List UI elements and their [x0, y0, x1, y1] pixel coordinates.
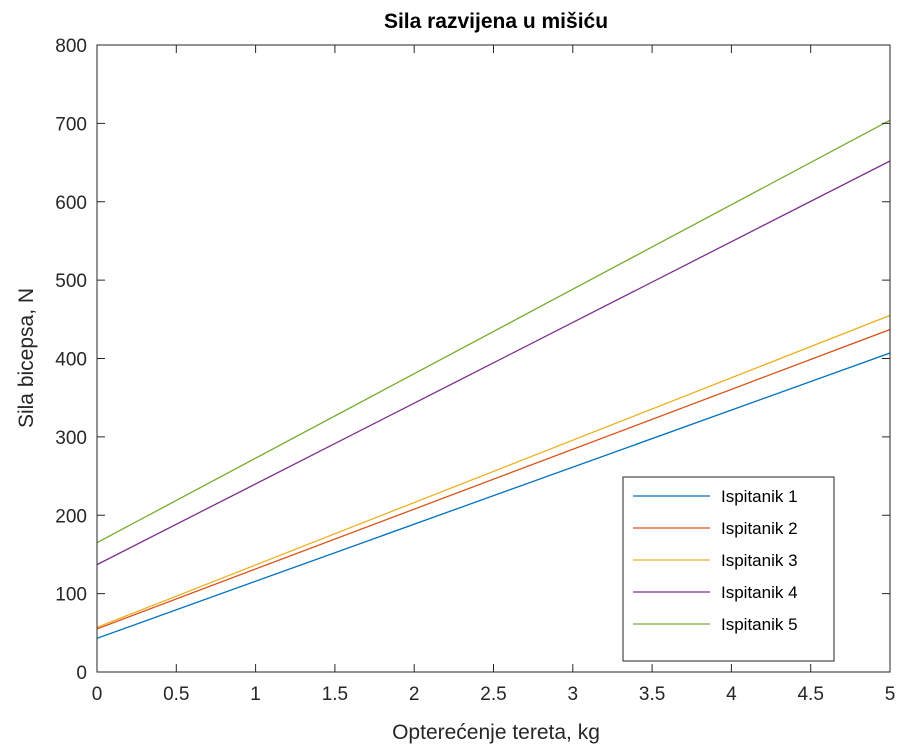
x-tick-label: 3 [568, 684, 579, 705]
legend: Ispitanik 1 Ispitanik 2 Ispitanik 3 Ispitan… [622, 476, 835, 662]
x-tick-label: 1 [250, 684, 261, 705]
x-tick-label: 4 [726, 684, 737, 705]
x-tick-label: 0.5 [163, 684, 189, 705]
series-line-5 [96, 119, 891, 544]
y-tick-label: 800 [55, 36, 87, 57]
y-tick-label: 500 [55, 271, 87, 292]
x-tick-label: 0 [92, 684, 103, 705]
series-line-4 [96, 160, 891, 566]
legend-label-5: Ispitanik 5 [721, 615, 798, 634]
chart-title: Sila razvijena u mišiću [384, 10, 608, 33]
legend-label-1: Ispitanik 1 [721, 487, 798, 506]
x-tick-label: 3.5 [639, 684, 665, 705]
y-tick-label: 600 [55, 193, 87, 214]
x-axis-label: Opterećenje tereta, kg [392, 721, 600, 744]
y-tick-label: 0 [76, 663, 87, 684]
series-line-1 [96, 352, 891, 639]
x-tick-label: 4.5 [797, 684, 823, 705]
y-tick-label: 200 [55, 506, 87, 527]
legend-label-2: Ispitanik 2 [721, 519, 798, 538]
x-tick-label: 5 [885, 684, 896, 705]
x-tick-label: 1.5 [322, 684, 348, 705]
y-tick-label: 700 [55, 114, 87, 135]
x-tick-label: 2.5 [480, 684, 506, 705]
series-layer [96, 119, 891, 639]
y-tick-label: 300 [55, 428, 87, 449]
legend-box [622, 476, 835, 662]
legend-label-4: Ispitanik 4 [721, 583, 798, 602]
legend-label-3: Ispitanik 3 [721, 551, 798, 570]
x-tick-label: 2 [409, 684, 420, 705]
legend-items: Ispitanik 1 Ispitanik 2 Ispitanik 3 Ispitan… [633, 487, 798, 634]
ticks-layer: 0 0.5 1 1.5 2 2.5 3 3.5 4 4.5 5 0 100 200 300 400 500 600… [55, 36, 895, 705]
series-line-3 [96, 314, 891, 628]
y-axis-label: Sila bicepsa, N [15, 288, 38, 428]
y-tick-label: 100 [55, 585, 87, 606]
series-line-2 [96, 328, 891, 630]
y-tick-label: 400 [55, 350, 87, 371]
